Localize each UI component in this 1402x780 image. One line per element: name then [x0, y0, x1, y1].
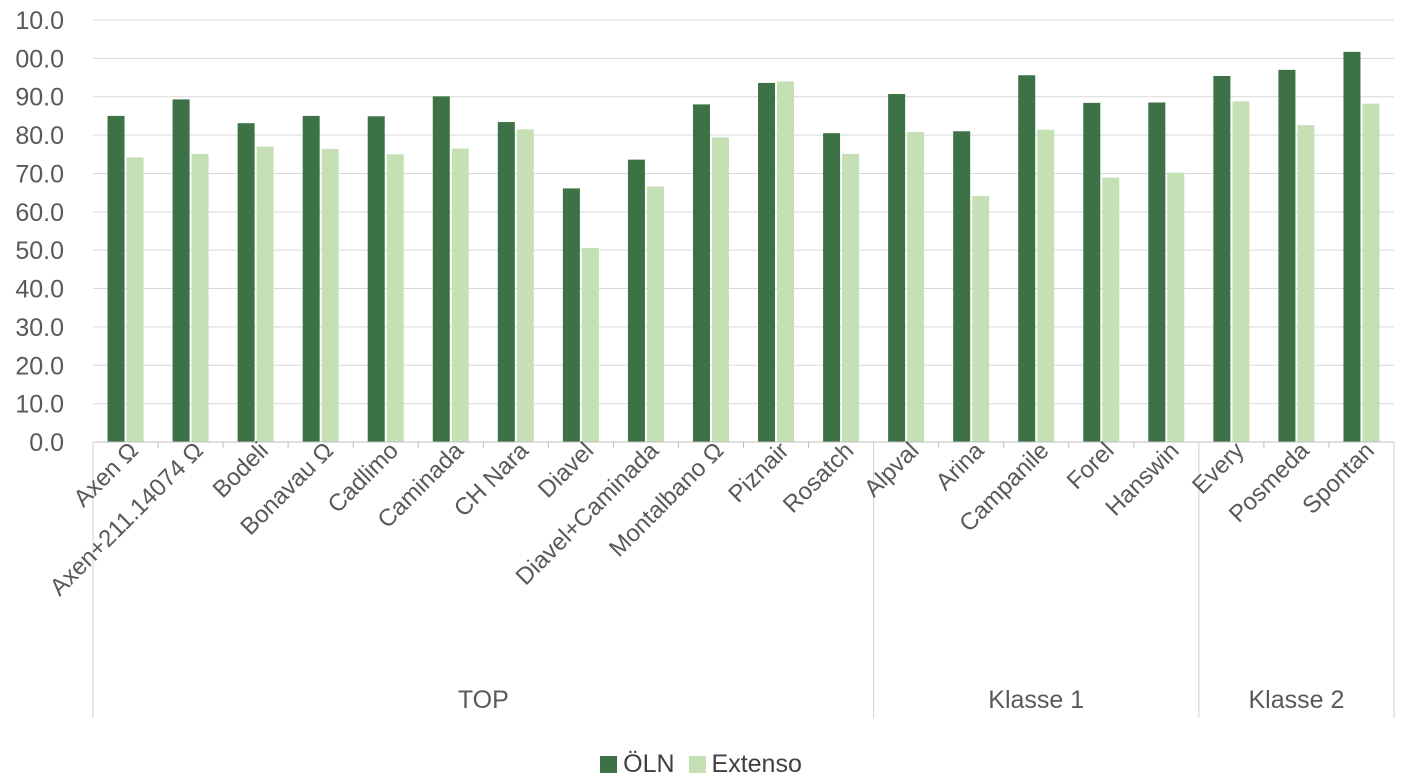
bar-extenso	[516, 129, 534, 442]
y-tick-label: 30.0	[15, 314, 64, 342]
bar-oln	[692, 104, 710, 443]
bar-oln	[1278, 69, 1296, 442]
bar-oln	[367, 116, 385, 442]
legend-label-extenso: Extenso	[711, 749, 802, 778]
bar-extenso	[256, 146, 274, 442]
legend: ÖLN Extenso	[0, 748, 1402, 780]
bar-oln	[237, 123, 255, 442]
bar-extenso	[711, 137, 729, 442]
bar-oln	[497, 122, 515, 442]
bar-extenso	[386, 154, 404, 443]
legend-item-oln: ÖLN	[600, 749, 675, 779]
bar-extenso	[1362, 103, 1380, 443]
x-tick-label: Arina	[931, 437, 990, 496]
y-tick-label: 80.0	[15, 122, 64, 150]
bars	[107, 51, 1380, 443]
y-tick-label: 0.0	[29, 429, 64, 457]
group-label: TOP	[458, 686, 509, 714]
y-tick-label: 40.0	[15, 276, 64, 304]
bar-oln	[432, 96, 450, 443]
bar-oln	[627, 159, 645, 443]
bar-extenso	[451, 148, 469, 442]
x-tick-label: Alpval	[859, 437, 924, 502]
x-tick-label: Every	[1187, 437, 1249, 499]
bar-oln	[1018, 75, 1036, 442]
y-tick-label: 00.0	[15, 45, 64, 73]
bar-oln	[562, 188, 580, 442]
x-tick-label: Rosatch	[778, 437, 859, 518]
bar-chart: 0.0 10.0 20.0 30.0 40.0 50.0 60.0 70.0 80.0 90.0 0…	[15, 7, 1395, 718]
bar-oln	[823, 133, 841, 442]
x-axis-group-labels: TOP Klasse 1 Klasse 2	[458, 686, 1345, 714]
bar-extenso	[191, 153, 209, 442]
y-tick-label: 90.0	[15, 84, 64, 112]
bar-oln	[1083, 102, 1101, 443]
bar-oln	[1213, 76, 1231, 442]
bar-oln	[302, 115, 320, 442]
y-tick-label: 10.0	[15, 7, 64, 35]
y-tick-label: 20.0	[15, 352, 64, 380]
bar-extenso	[972, 196, 990, 442]
y-axis-tick-labels: 0.0 10.0 20.0 30.0 40.0 50.0 60.0 70.0 80.0 90.0 0…	[15, 7, 64, 457]
bar-extenso	[126, 157, 144, 443]
legend-swatch-extenso	[688, 755, 706, 773]
bar-oln	[107, 115, 125, 442]
bar-extenso	[646, 186, 664, 442]
group-label: Klasse 1	[988, 686, 1084, 714]
bar-extenso	[1232, 101, 1250, 443]
bar-extenso	[1037, 129, 1055, 442]
bar-oln	[172, 99, 190, 443]
x-tick-label: Forel	[1062, 437, 1120, 495]
bar-oln	[1343, 51, 1361, 442]
bar-extenso	[321, 148, 339, 442]
bar-extenso	[907, 132, 925, 442]
bar-oln	[888, 94, 906, 443]
bar-oln	[1148, 102, 1166, 443]
bar-extenso	[777, 81, 795, 442]
x-tick-label: Montalbano Ω	[604, 437, 729, 562]
x-tick-label: Spontan	[1297, 437, 1379, 519]
bar-extenso	[1167, 172, 1185, 443]
bar-oln	[758, 82, 776, 442]
bar-extenso	[1102, 177, 1120, 442]
legend-label-oln: ÖLN	[623, 749, 675, 778]
y-tick-label: 70.0	[15, 160, 64, 188]
bar-extenso	[581, 247, 599, 442]
y-tick-label: 60.0	[15, 199, 64, 227]
legend-item-extenso: Extenso	[688, 749, 802, 779]
y-tick-label: 50.0	[15, 237, 64, 265]
bar-extenso	[1297, 125, 1315, 442]
gridlines	[93, 19, 1394, 405]
bar-extenso	[842, 153, 860, 442]
axes	[92, 441, 1395, 718]
legend-swatch-oln	[600, 755, 618, 773]
group-label: Klasse 2	[1248, 686, 1344, 714]
y-tick-label: 10.0	[15, 391, 64, 419]
bar-oln	[953, 131, 971, 442]
